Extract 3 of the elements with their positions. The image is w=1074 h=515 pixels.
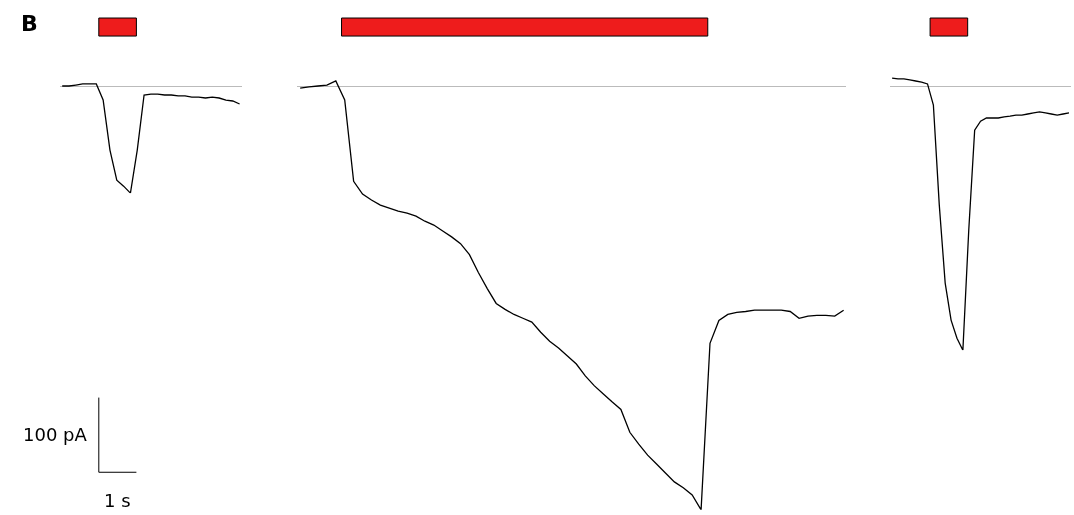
chart-title: B: [21, 11, 38, 36]
text: 100 pA: [23, 424, 88, 445]
text: 1 s: [104, 490, 131, 511]
